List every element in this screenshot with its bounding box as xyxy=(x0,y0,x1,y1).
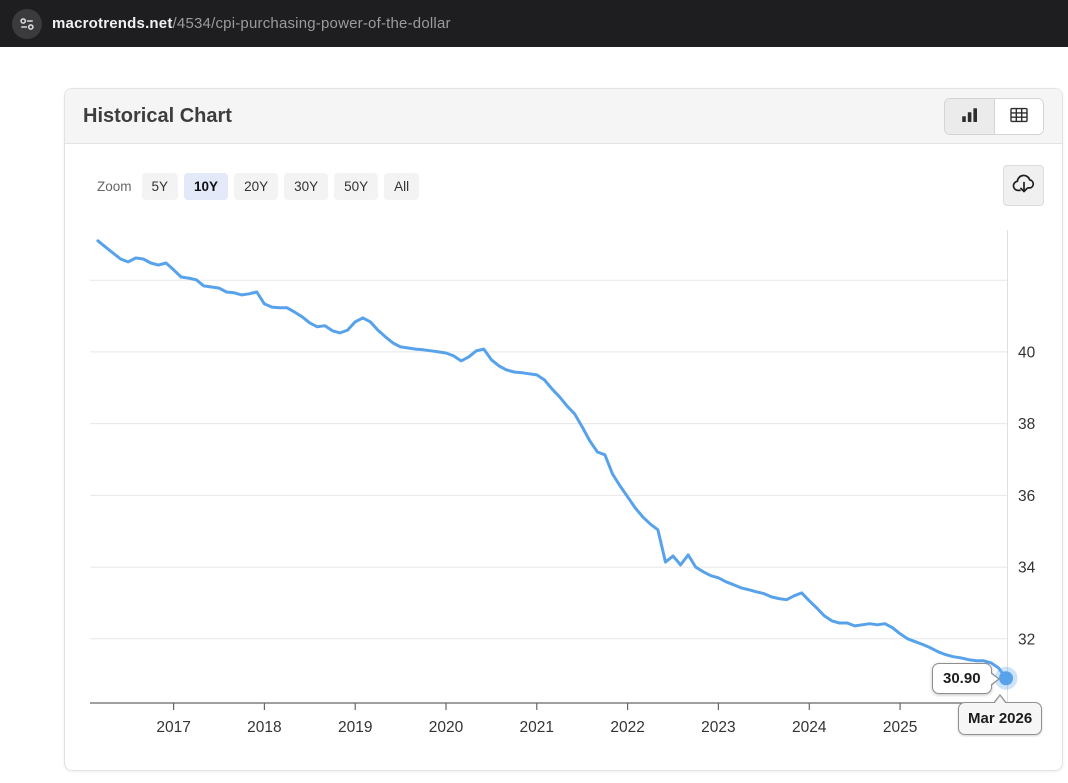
tooltip-value: 30.90 xyxy=(932,663,1000,694)
tooltip-value-text: 30.90 xyxy=(943,670,981,687)
table-icon xyxy=(1010,107,1028,126)
panel-title: Historical Chart xyxy=(83,104,232,127)
view-toggle xyxy=(944,97,1044,135)
table-view-button[interactable] xyxy=(994,98,1043,134)
zoom-button-50y[interactable]: 50Y xyxy=(334,173,379,200)
url-host: macrotrends.net xyxy=(52,15,173,32)
zoom-label: Zoom xyxy=(97,179,132,194)
cloud-download-icon xyxy=(1011,172,1037,199)
zoom-button-10y[interactable]: 10Y xyxy=(184,173,229,200)
download-button[interactable] xyxy=(1003,165,1044,206)
zoom-buttons: 5Y 10Y 20Y 30Y 50Y All xyxy=(141,173,420,200)
panel-header: Historical Chart xyxy=(65,89,1062,144)
url-text: macrotrends.net/4534/cpi-purchasing-powe… xyxy=(52,15,451,32)
bar-chart-icon xyxy=(961,107,979,126)
sliders-icon[interactable] xyxy=(12,8,42,39)
zoom-button-20y[interactable]: 20Y xyxy=(234,173,279,200)
historical-chart-panel: Historical Chart xyxy=(64,88,1063,771)
tooltip-date-text: Mar 2026 xyxy=(968,710,1033,727)
browser-url-bar[interactable]: macrotrends.net/4534/cpi-purchasing-powe… xyxy=(0,0,1068,47)
zoom-button-5y[interactable]: 5Y xyxy=(141,173,179,200)
zoom-toolbar: Zoom 5Y 10Y 20Y 30Y 50Y All xyxy=(97,173,420,200)
chart-view-button[interactable] xyxy=(945,98,994,134)
zoom-button-all[interactable]: All xyxy=(384,173,420,200)
tooltip-date: Mar 2026 xyxy=(958,694,1043,735)
zoom-button-30y[interactable]: 30Y xyxy=(284,173,329,200)
url-path: /4534/cpi-purchasing-power-of-the-dollar xyxy=(172,15,451,32)
